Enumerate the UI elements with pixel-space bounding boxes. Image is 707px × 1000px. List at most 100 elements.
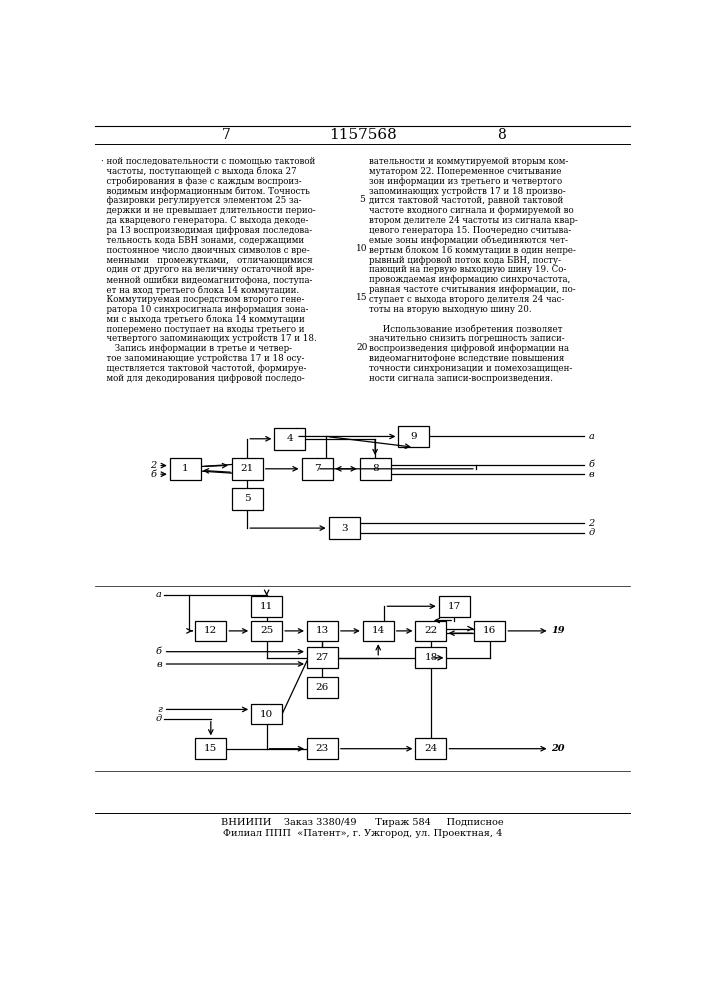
Text: постоянное число двоичных символов с вре-: постоянное число двоичных символов с вре… xyxy=(101,246,310,255)
Text: 5: 5 xyxy=(244,494,250,503)
Text: 11: 11 xyxy=(260,602,273,611)
Text: вертым блоком 16 коммутации в один непре-: вертым блоком 16 коммутации в один непре… xyxy=(369,246,575,255)
Text: ми с выхода третьего блока 14 коммутации: ми с выхода третьего блока 14 коммутации xyxy=(101,315,305,324)
Text: ра 13 воспроизводимая цифровая последова-: ра 13 воспроизводимая цифровая последова… xyxy=(101,226,312,235)
Text: 10: 10 xyxy=(356,244,368,253)
Text: Запись информации в третье и четвер-: Запись информации в третье и четвер- xyxy=(101,344,292,353)
Bar xyxy=(307,738,338,759)
Bar xyxy=(307,620,338,641)
Text: в: в xyxy=(588,470,594,479)
Text: рывный цифровой поток кода БВН, посту-: рывный цифровой поток кода БВН, посту- xyxy=(369,256,561,265)
Text: 10: 10 xyxy=(260,710,273,719)
Text: ет на вход третьего блока 14 коммутации.: ет на вход третьего блока 14 коммутации. xyxy=(101,285,299,295)
Bar xyxy=(251,596,282,617)
Bar xyxy=(232,458,263,480)
Bar xyxy=(398,426,429,447)
Text: 18: 18 xyxy=(424,653,438,662)
Text: 8: 8 xyxy=(497,128,506,142)
Text: ВНИИПИ    Заказ 3380/49      Тираж 584     Подписное: ВНИИПИ Заказ 3380/49 Тираж 584 Подписное xyxy=(221,818,504,827)
Text: Филиал ППП  «Патент», г. Ужгород, ул. Проектная, 4: Филиал ППП «Патент», г. Ужгород, ул. Про… xyxy=(223,829,503,838)
Text: ности сигнала записи-воспроизведения.: ности сигнала записи-воспроизведения. xyxy=(369,374,553,383)
Text: 12: 12 xyxy=(204,626,218,635)
Text: равная частоте считывания информации, по-: равная частоте считывания информации, по… xyxy=(369,285,575,294)
Text: видеомагнитофоне вследствие повышения: видеомагнитофоне вследствие повышения xyxy=(369,354,564,363)
Text: один от другого на величину остаточной вре-: один от другого на величину остаточной в… xyxy=(101,265,314,274)
Text: Использование изобретения позволяет: Использование изобретения позволяет xyxy=(369,325,563,334)
Text: 20: 20 xyxy=(551,744,565,753)
Text: 14: 14 xyxy=(372,626,385,635)
Bar xyxy=(301,458,332,480)
Text: 26: 26 xyxy=(316,683,329,692)
Bar xyxy=(416,620,446,641)
Text: а: а xyxy=(588,432,594,441)
Text: да кварцевого генератора. С выхода декоде-: да кварцевого генератора. С выхода декод… xyxy=(101,216,308,225)
Text: 21: 21 xyxy=(240,464,254,473)
Bar xyxy=(416,738,446,759)
Text: 15: 15 xyxy=(356,293,368,302)
Text: воспроизведения цифровой информации на: воспроизведения цифровой информации на xyxy=(369,344,569,353)
Text: г: г xyxy=(157,705,162,714)
Bar xyxy=(329,517,360,539)
Text: ступает с выхода второго делителя 24 час-: ступает с выхода второго делителя 24 час… xyxy=(369,295,564,304)
Bar xyxy=(251,620,282,641)
Text: 9: 9 xyxy=(411,432,417,441)
Text: Коммутируемая посредством второго гене-: Коммутируемая посредством второго гене- xyxy=(101,295,304,304)
Text: точности синхронизации и помехозащищен-: точности синхронизации и помехозащищен- xyxy=(369,364,572,373)
Bar xyxy=(474,620,506,641)
Text: пающий на первую выходную шину 19. Со-: пающий на первую выходную шину 19. Со- xyxy=(369,265,566,274)
Bar xyxy=(195,620,226,641)
Text: 2: 2 xyxy=(151,461,156,470)
Bar xyxy=(307,647,338,668)
Text: водимым информационным битом. Точность: водимым информационным битом. Точность xyxy=(101,187,310,196)
Bar xyxy=(416,647,446,668)
Text: запоминающих устройств 17 и 18 произво-: запоминающих устройств 17 и 18 произво- xyxy=(369,187,566,196)
Bar xyxy=(307,677,338,698)
Bar xyxy=(251,704,282,724)
Text: · ной последовательности с помощью тактовой: · ной последовательности с помощью такто… xyxy=(101,157,315,166)
Text: 19: 19 xyxy=(551,626,565,635)
Bar xyxy=(232,488,263,510)
Text: зон информации из третьего и четвертого: зон информации из третьего и четвертого xyxy=(369,177,562,186)
Text: частоты, поступающей с выхода блока 27: частоты, поступающей с выхода блока 27 xyxy=(101,167,296,176)
Text: б: б xyxy=(588,460,595,469)
Text: емые зоны информации объединяются чет-: емые зоны информации объединяются чет- xyxy=(369,236,568,245)
Text: в: в xyxy=(156,660,162,669)
Text: 23: 23 xyxy=(316,744,329,753)
Text: цевого генератора 15. Поочередно считыва-: цевого генератора 15. Поочередно считыва… xyxy=(369,226,571,235)
Text: ратора 10 синхросигнала информация зона-: ратора 10 синхросигнала информация зона- xyxy=(101,305,308,314)
Text: 7: 7 xyxy=(314,464,320,473)
Text: 24: 24 xyxy=(424,744,438,753)
Text: четвертого запоминающих устройств 17 и 18.: четвертого запоминающих устройств 17 и 1… xyxy=(101,334,317,343)
Text: держки и не превышает длительности перио-: держки и не превышает длительности перио… xyxy=(101,206,315,215)
Bar xyxy=(195,738,226,759)
Text: тельность кода БВН зонами, содержащими: тельность кода БВН зонами, содержащими xyxy=(101,236,304,245)
Text: втором делителе 24 частоты из сигнала квар-: втором делителе 24 частоты из сигнала кв… xyxy=(369,216,578,225)
Text: 2: 2 xyxy=(588,519,595,528)
Bar xyxy=(438,596,469,617)
Text: 8: 8 xyxy=(372,464,378,473)
Text: 27: 27 xyxy=(316,653,329,662)
Text: д: д xyxy=(588,528,595,537)
Text: провождаемая информацию синхрочастота,: провождаемая информацию синхрочастота, xyxy=(369,275,571,284)
Text: 5: 5 xyxy=(359,195,365,204)
Text: д: д xyxy=(156,714,162,723)
Text: 15: 15 xyxy=(204,744,218,753)
Text: стробирования в фазе с каждым воспроиз-: стробирования в фазе с каждым воспроиз- xyxy=(101,177,301,186)
Text: тое запоминающие устройства 17 и 18 осу-: тое запоминающие устройства 17 и 18 осу- xyxy=(101,354,304,363)
Text: 22: 22 xyxy=(424,626,438,635)
Text: 1157568: 1157568 xyxy=(329,128,397,142)
Bar xyxy=(274,428,305,450)
Text: 1: 1 xyxy=(182,464,189,473)
Bar xyxy=(360,458,391,480)
Text: 4: 4 xyxy=(286,434,293,443)
Text: фазировки регулируется элементом 25 за-: фазировки регулируется элементом 25 за- xyxy=(101,196,301,205)
Text: 13: 13 xyxy=(316,626,329,635)
Text: менной ошибки видеомагнитофона, поступа-: менной ошибки видеомагнитофона, поступа- xyxy=(101,275,312,285)
Text: 7: 7 xyxy=(222,128,230,142)
Text: а: а xyxy=(156,590,162,599)
Text: б: б xyxy=(151,470,156,479)
Text: поперемено поступает на входы третьего и: поперемено поступает на входы третьего и xyxy=(101,325,304,334)
Text: 25: 25 xyxy=(260,626,273,635)
Text: мой для декодирования цифровой последо-: мой для декодирования цифровой последо- xyxy=(101,374,305,383)
Text: мутатором 22. Попеременное считывание: мутатором 22. Попеременное считывание xyxy=(369,167,561,176)
